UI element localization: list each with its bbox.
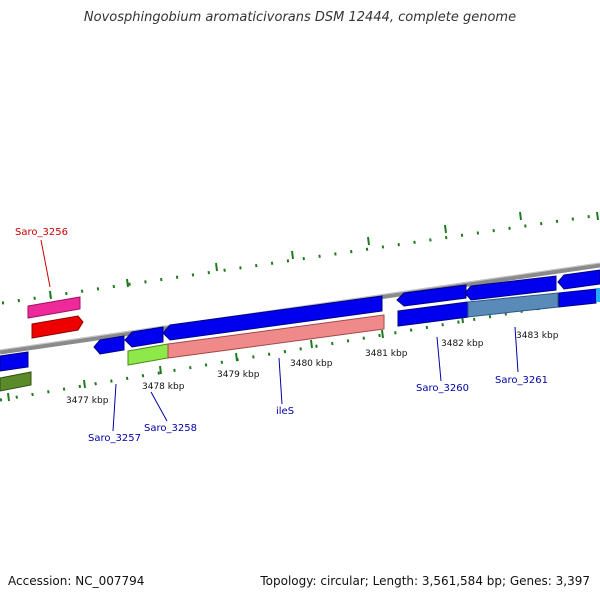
tick-label-3481: 3481 kbp — [365, 349, 408, 359]
feature-right-blue-lower[interactable] — [558, 288, 597, 308]
feature-ileS[interactable] — [162, 295, 383, 341]
feature-ileS-salmon[interactable] — [167, 314, 385, 359]
tick-labels: 3477 kbp 3478 kbp 3479 kbp 3480 kbp 3481… — [66, 331, 559, 406]
genome-stats-text: Topology: circular; Length: 3,561,584 bp… — [260, 574, 590, 588]
feature-saro-3256-red[interactable] — [31, 315, 84, 339]
tick-label-3480: 3480 kbp — [290, 359, 333, 369]
gene-label-saro-3261[interactable]: Saro_3261 — [495, 375, 548, 386]
tick-label-3482: 3482 kbp — [441, 339, 484, 349]
gene-label-saro-3258[interactable]: Saro_3258 — [144, 423, 197, 434]
feature-right-blue-upper[interactable] — [557, 269, 600, 290]
feature-saro-3258[interactable] — [124, 326, 164, 348]
tick-label-3478: 3478 kbp — [142, 382, 185, 392]
feature-left-olive[interactable] — [0, 371, 32, 392]
leader-saro-3261 — [514, 326, 519, 373]
feature-saro-3261[interactable] — [464, 275, 557, 301]
leader-saro-3256 — [40, 239, 51, 288]
leader-ileS — [278, 357, 283, 405]
map-title: Novosphingobium aromaticivorans DSM 1244… — [83, 10, 517, 25]
leader-saro-3257 — [112, 383, 117, 432]
feature-saro-3260[interactable] — [396, 284, 467, 307]
leader-saro-3258 — [150, 391, 168, 422]
gene-label-ileS[interactable]: ileS — [276, 406, 294, 417]
feature-saro-3261-steel[interactable] — [467, 292, 559, 318]
lower-ruler — [0, 296, 600, 402]
feature-right-cyan[interactable] — [596, 288, 600, 302]
accession-text: Accession: NC_007794 — [8, 574, 145, 588]
tick-label-3483: 3483 kbp — [516, 331, 559, 341]
gene-label-saro-3260[interactable]: Saro_3260 — [416, 383, 469, 394]
feature-left-blue[interactable] — [0, 351, 29, 372]
backbone-highlight — [0, 262, 600, 351]
tick-label-3477: 3477 kbp — [66, 396, 109, 406]
upper-major-ticks — [49, 211, 599, 300]
gene-label-saro-3257[interactable]: Saro_3257 — [88, 433, 141, 444]
leader-lines — [40, 239, 519, 432]
gene-label-saro-3256[interactable]: Saro_3256 — [15, 227, 68, 238]
leader-saro-3260 — [436, 336, 442, 382]
gene-labels: Saro_3256 Saro_3257 Saro_3258 ileS Saro_… — [15, 227, 548, 444]
tick-label-3479: 3479 kbp — [217, 370, 260, 380]
feature-saro-3256-pink[interactable] — [27, 296, 81, 319]
feature-saro-3257[interactable] — [93, 335, 125, 355]
